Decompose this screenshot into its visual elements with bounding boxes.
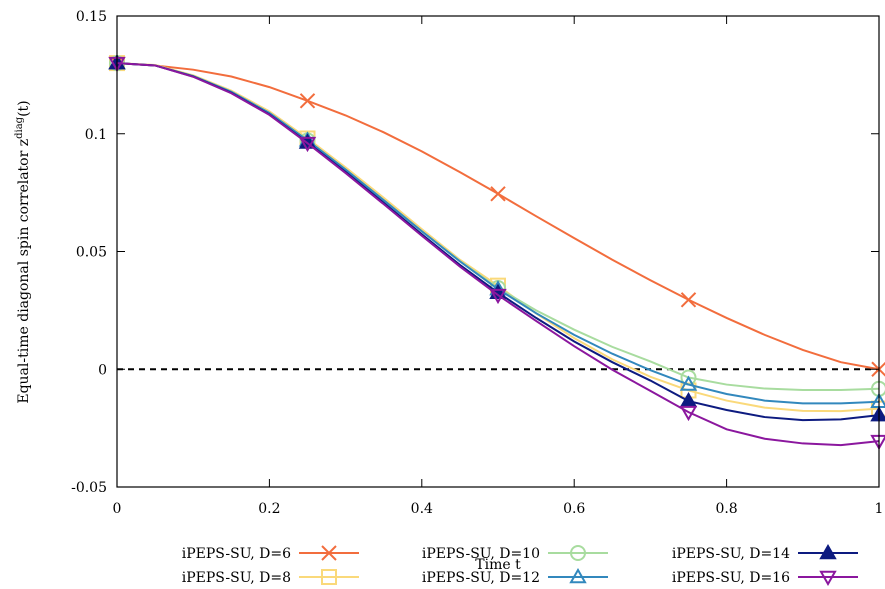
y-axis-label-superscript: diag — [14, 116, 25, 139]
marker-circle — [570, 545, 586, 561]
series-0 — [109, 55, 885, 377]
marker-triangle — [679, 375, 698, 391]
marker-x — [490, 186, 506, 202]
legend-item: iPEPS-SU, D=14 — [672, 543, 858, 562]
marker-triangle-down — [679, 405, 698, 422]
x-tick-label: 1 — [875, 501, 884, 517]
legend-label: iPEPS-SU, D=10 — [422, 546, 540, 562]
ticks-layer: 0 0.2 0.4 0.6 0.8 1 -0.05 0 0.05 0.1 0.15 — [71, 9, 883, 517]
y-axis-label-main: Equal-time diagonal spin correlator z — [16, 139, 32, 404]
series-line — [116, 62, 880, 422]
legend-label: iPEPS-SU, D=6 — [182, 546, 291, 562]
marker-x — [299, 93, 316, 109]
marker-square — [321, 569, 337, 585]
y-tick-label: 0.15 — [76, 9, 107, 25]
series-1 — [109, 55, 885, 417]
series-4 — [108, 54, 885, 422]
series-line — [116, 62, 880, 391]
series-2 — [109, 55, 885, 397]
legend-label: iPEPS-SU, D=14 — [672, 546, 790, 562]
y-axis-label: Equal-time diagonal spin correlator zdia… — [14, 100, 32, 403]
legend-label: iPEPS-SU, D=12 — [422, 570, 540, 586]
series-line — [116, 62, 880, 371]
legend-item: iPEPS-SU, D=6 — [182, 545, 359, 562]
legend-label: iPEPS-SU, D=8 — [182, 570, 291, 586]
legend-item: iPEPS-SU, D=8 — [182, 569, 359, 586]
series-line — [116, 62, 880, 413]
y-axis-label-suffix: (t) — [16, 100, 32, 117]
marker-triangle-down — [489, 288, 507, 305]
series-line — [116, 62, 880, 405]
marker-triangle — [819, 543, 837, 560]
x-axis-label: Time t — [475, 557, 521, 573]
series-line — [116, 62, 880, 447]
marker-x — [321, 545, 337, 561]
x-tick-label: 0 — [113, 501, 122, 517]
marker-triangle — [679, 392, 698, 408]
marker-triangle-down — [819, 570, 837, 587]
legend-item: iPEPS-SU, D=10 — [422, 545, 608, 562]
x-tick-label: 0.6 — [563, 501, 585, 517]
series-5 — [108, 56, 885, 451]
y-tick-label: 0.05 — [76, 245, 107, 261]
legend-label: iPEPS-SU, D=16 — [672, 570, 790, 586]
legend: iPEPS-SU, D=6 iPEPS-SU, D=8 iPEPS-SU, D=10… — [182, 543, 858, 587]
legend-item: iPEPS-SU, D=12 — [422, 567, 608, 586]
series-3 — [108, 54, 885, 408]
y-tick-label: 0 — [98, 362, 107, 378]
y-tick-label: -0.05 — [71, 480, 107, 496]
marker-triangle — [569, 567, 587, 584]
x-tick-label: 0.2 — [258, 501, 280, 517]
x-tick-label: 0.4 — [411, 501, 433, 517]
legend-item: iPEPS-SU, D=16 — [672, 570, 858, 587]
y-tick-label: 0.1 — [85, 127, 107, 143]
marker-x — [680, 292, 697, 308]
series-layer — [108, 54, 885, 451]
x-tick-label: 0.8 — [715, 501, 737, 517]
marker-triangle-down — [298, 136, 317, 153]
